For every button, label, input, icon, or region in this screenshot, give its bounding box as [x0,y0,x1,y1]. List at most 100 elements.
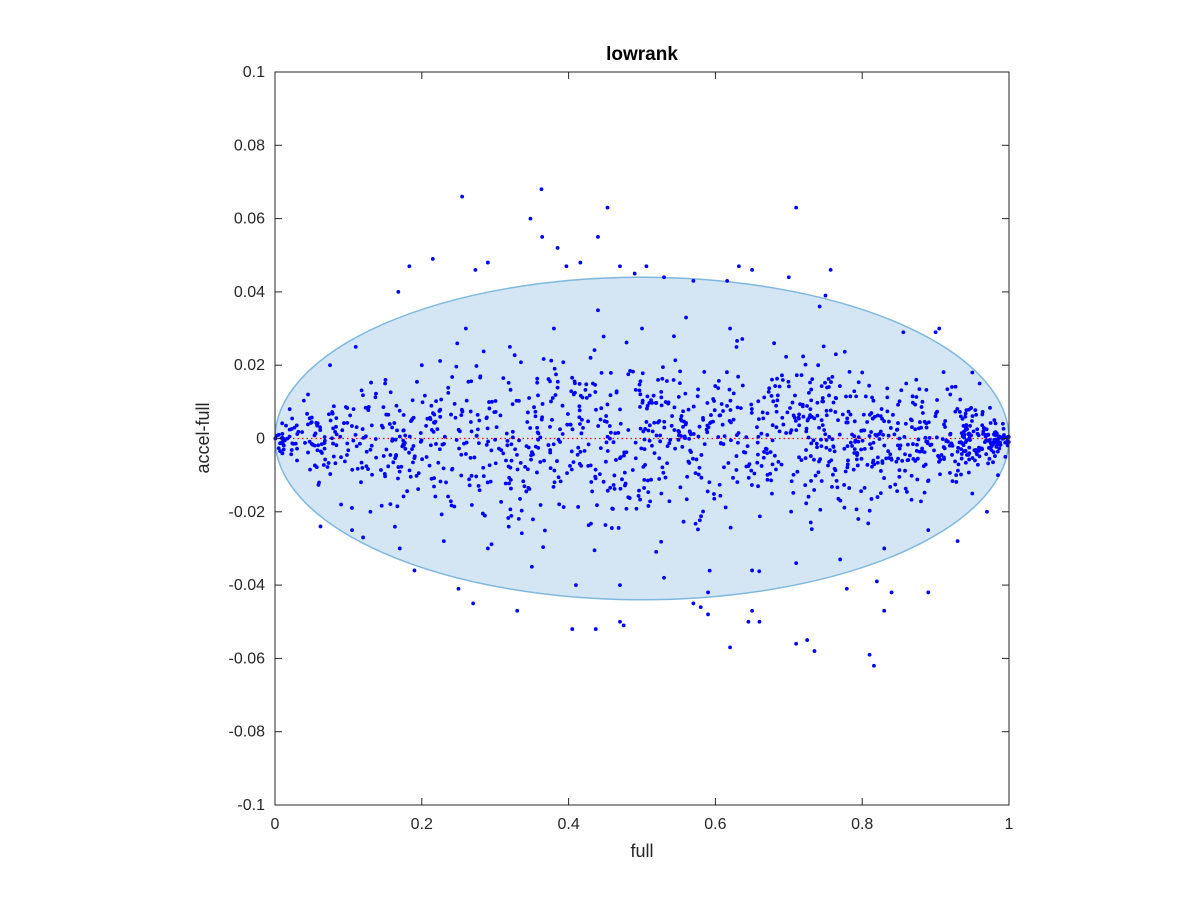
data-point [957,410,962,414]
data-point [588,355,593,360]
data-point [485,546,490,551]
data-point [722,465,726,470]
data-point [361,535,365,540]
data-point [988,441,993,446]
data-point [725,370,729,375]
data-point [697,518,702,523]
data-point [701,509,705,514]
data-point [869,446,874,451]
data-point [762,450,766,454]
data-point [752,471,757,476]
data-point [777,384,782,389]
data-point [720,422,725,427]
data-point [728,408,733,412]
data-point [820,396,825,400]
data-point [933,330,938,335]
data-point [571,460,576,465]
data-point [769,393,774,398]
data-point [992,437,997,442]
y-tick-label: -0.06 [229,650,266,667]
data-point [581,425,585,430]
data-point [809,387,814,392]
data-point [394,403,399,408]
data-point [955,407,960,411]
data-point [819,384,824,389]
data-point [846,409,851,414]
data-point [836,418,840,423]
data-point [558,479,563,484]
data-point [880,459,885,464]
data-point [935,398,939,402]
data-point [688,430,692,435]
data-point [916,437,921,442]
data-point [770,438,775,443]
data-point [828,448,832,452]
data-point [564,264,569,269]
data-point [938,472,942,477]
data-point [429,476,434,481]
data-point [959,456,964,461]
data-point [535,376,540,381]
data-point [662,425,667,430]
data-point [628,369,632,373]
data-point [509,442,514,447]
data-point [359,388,364,393]
data-point [772,341,777,346]
data-point [735,405,740,410]
data-point [614,458,618,462]
data-point [638,404,642,409]
data-point [616,430,621,435]
data-point [659,403,664,408]
data-point [954,480,959,484]
data-point [780,378,785,382]
data-point [967,436,972,441]
data-point [981,431,985,436]
data-point [340,428,345,433]
data-point [924,387,929,392]
data-point [588,463,593,468]
data-point [631,369,635,374]
data-point [401,494,406,499]
data-point [659,389,664,394]
data-point [529,457,533,462]
data-point [307,416,312,421]
data-point [884,456,889,461]
data-point [920,446,924,451]
data-point [920,411,925,415]
data-point [665,444,670,448]
data-point [993,421,998,426]
data-point [328,472,333,476]
data-point [829,458,834,463]
data-point [854,394,859,399]
data-point [662,275,666,280]
data-point [401,438,406,443]
data-point [640,326,644,331]
data-point [799,458,804,462]
data-point [928,443,933,448]
data-point [870,464,874,469]
data-point [712,492,716,496]
data-point [706,612,710,617]
data-point [366,467,370,472]
points-layer [273,187,1011,668]
data-point [781,422,786,427]
data-point [878,414,883,419]
data-point [330,410,335,414]
data-point [986,446,991,450]
data-point [832,466,837,471]
data-point [490,399,494,404]
data-point [759,464,764,468]
data-point [809,441,814,446]
data-point [907,453,912,458]
data-point [1000,421,1005,426]
data-point [970,419,974,423]
data-point [808,380,812,385]
data-point [572,379,577,384]
data-point [474,433,479,438]
data-point [790,400,795,405]
data-point [815,413,820,418]
data-point [568,463,572,468]
data-point [538,435,543,440]
data-point [922,419,927,424]
data-point [642,486,647,490]
